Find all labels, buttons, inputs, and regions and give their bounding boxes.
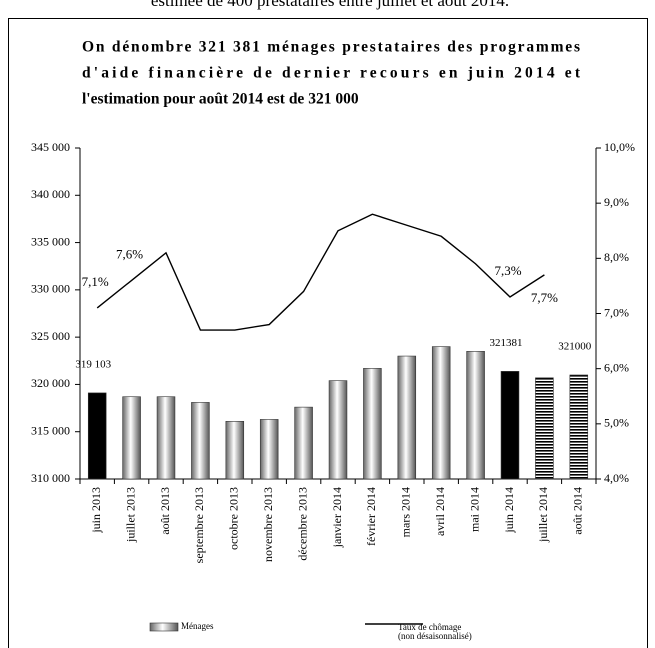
y-tick-label: 345 000	[31, 140, 70, 154]
y2-tick-label: 7,0%	[604, 305, 629, 319]
bar	[535, 377, 554, 480]
bar	[259, 419, 279, 480]
bar	[397, 355, 417, 480]
bar	[500, 371, 520, 480]
bar	[466, 351, 485, 480]
legend-label: Ménages	[181, 621, 214, 631]
y-tick-label: 315 000	[31, 423, 70, 437]
y2-tick-label: 6,0%	[604, 360, 629, 374]
x-tick-label: août 2014	[571, 487, 585, 535]
bar	[431, 346, 451, 480]
x-tick-label: janvier 2014	[330, 487, 344, 548]
x-tick-label: décembre 2013	[295, 487, 309, 561]
line-value-label: 7,1%	[82, 274, 109, 289]
y-tick-label: 310 000	[31, 471, 70, 485]
y-tick-label: 335 000	[31, 234, 70, 248]
bar	[328, 380, 348, 480]
header-text: estimée de 400 prestataires entre juille…	[151, 0, 509, 10]
x-tick-label: juin 2013	[89, 487, 103, 534]
x-tick-label: septembre 2013	[192, 487, 206, 563]
bar	[225, 421, 245, 480]
bar-value-label: 321000	[558, 341, 592, 353]
legend-label: Taux de chômage	[398, 622, 461, 632]
bar	[363, 368, 382, 480]
y-tick-label: 325 000	[31, 329, 70, 343]
line	[96, 213, 545, 331]
x-tick-label: juin 2014	[502, 487, 516, 534]
x-tick-label: mars 2014	[399, 487, 413, 537]
legend-note: (non désaisonnalisé)	[398, 631, 472, 641]
x-tick-label: février 2014	[364, 487, 378, 546]
y2-tick-label: 8,0%	[604, 250, 629, 264]
title-line: l'estimation pour août 2014 est de 321 0…	[82, 91, 359, 108]
y2-tick-label: 10,0%	[604, 140, 635, 154]
y-tick-label: 340 000	[31, 187, 70, 201]
bar-value-label: 319 103	[75, 358, 111, 370]
chart-title: On dénombre 321 381 ménages prestataires…	[82, 39, 581, 108]
y-tick-label: 330 000	[31, 282, 70, 296]
title-line: On dénombre 321 381 ménages prestataires…	[82, 39, 580, 56]
bar	[191, 402, 210, 480]
title-line: d'aide financière de dernier recours en …	[82, 65, 581, 82]
bar	[294, 406, 313, 480]
y-tick-label: 320 000	[31, 376, 70, 390]
chart-frame	[8, 18, 648, 648]
bar	[156, 396, 176, 480]
x-tick-label: août 2013	[158, 487, 172, 535]
x-tick-label: novembre 2013	[261, 487, 275, 562]
x-tick-label: avril 2014	[433, 487, 447, 536]
x-tick-label: mai 2014	[467, 487, 481, 532]
bar	[87, 392, 107, 480]
x-tick-label: juillet 2014	[536, 487, 550, 543]
bar	[569, 374, 589, 480]
bar	[122, 396, 141, 480]
x-tick-label: octobre 2013	[227, 487, 241, 550]
y2-tick-label: 4,0%	[604, 471, 629, 485]
x-tick-label: juillet 2013	[123, 487, 137, 543]
line-value-label: 7,6%	[116, 246, 143, 261]
line-value-label: 7,3%	[494, 263, 521, 278]
legend-swatch	[149, 622, 179, 632]
y2-tick-label: 9,0%	[604, 195, 629, 209]
bar-value-label: 321381	[490, 337, 523, 349]
y2-tick-label: 5,0%	[604, 416, 629, 430]
line-value-label: 7,7%	[531, 290, 558, 305]
